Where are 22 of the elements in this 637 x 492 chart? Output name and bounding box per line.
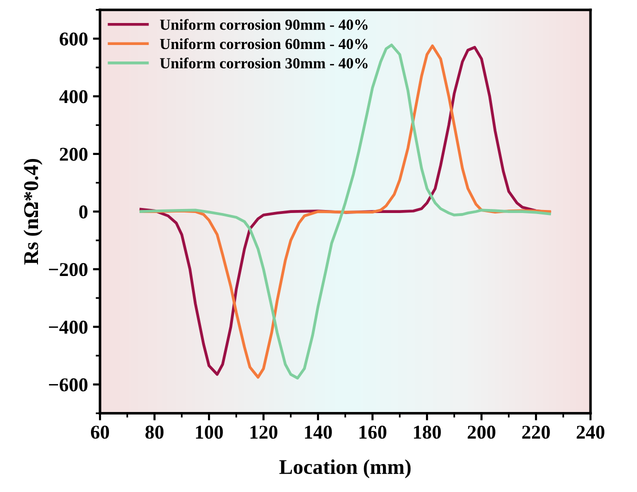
legend-label: Uniform corrosion 90mm - 40% xyxy=(160,18,368,30)
y-tick-label: 600 xyxy=(60,32,88,46)
x-axis-title: Location (mm) xyxy=(279,459,411,478)
x-tick-label: 80 xyxy=(145,426,164,439)
legend-label: Uniform corrosion 60mm - 40% xyxy=(160,38,368,50)
y-tick-label: −400 xyxy=(48,320,88,334)
x-tick-label: 200 xyxy=(468,426,496,439)
x-tick-label: 160 xyxy=(359,426,386,439)
legend-label: Uniform corrosion 30mm - 40% xyxy=(160,58,368,68)
x-tick-label: 100 xyxy=(196,426,223,439)
x-tick-label: 140 xyxy=(304,426,332,439)
y-tick-label: 0 xyxy=(79,205,88,218)
x-tick-label: 60 xyxy=(90,426,109,439)
x-tick-label: 120 xyxy=(250,426,278,439)
x-tick-label: 240 xyxy=(576,426,604,439)
y-tick-label: −200 xyxy=(48,263,88,276)
y-tick-label: −600 xyxy=(48,378,88,392)
y-tick-label: 200 xyxy=(60,148,88,161)
y-axis-title: Rs (nΩ*0.4) xyxy=(24,158,42,265)
x-tick-label: 180 xyxy=(414,426,441,439)
y-tick-label: 400 xyxy=(59,90,88,104)
x-tick-label: 220 xyxy=(522,426,550,439)
